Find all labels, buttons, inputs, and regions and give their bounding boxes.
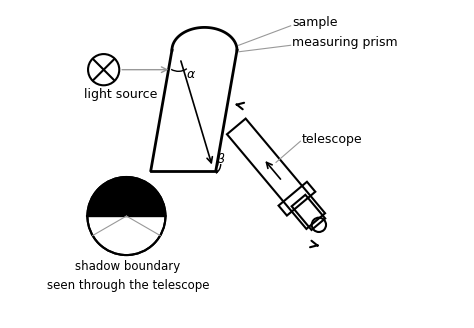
Text: telescope: telescope — [302, 133, 363, 146]
Text: shadow boundary: shadow boundary — [75, 260, 181, 273]
Text: light source: light source — [84, 88, 157, 101]
Text: $\alpha$: $\alpha$ — [186, 68, 197, 81]
Text: seen through the telescope: seen through the telescope — [47, 279, 210, 293]
Wedge shape — [87, 177, 165, 216]
Text: $\beta$: $\beta$ — [216, 151, 226, 168]
Text: measuring prism: measuring prism — [292, 35, 398, 49]
Text: sample: sample — [292, 16, 338, 29]
Wedge shape — [87, 216, 165, 255]
